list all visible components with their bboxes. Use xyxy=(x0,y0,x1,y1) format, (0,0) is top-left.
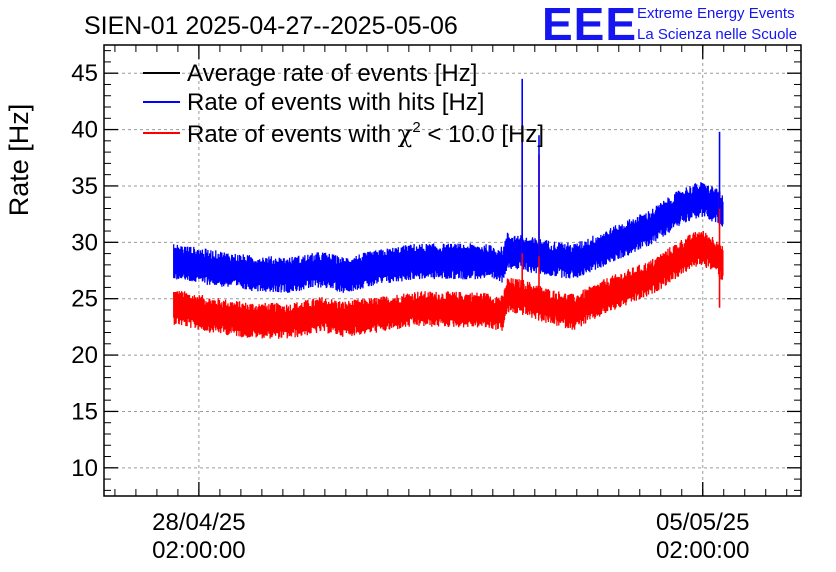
x-tick-label-time-1: 02:00:00 xyxy=(656,537,749,564)
y-tick-label-35: 35 xyxy=(71,173,98,200)
y-tick-label-45: 45 xyxy=(71,60,98,87)
y-axis-label: Rate [Hz] xyxy=(4,104,34,217)
plot-frame xyxy=(103,44,802,497)
logo-line-1: Extreme Energy Events xyxy=(637,5,795,22)
x-tick-label-date-0: 28/04/25 xyxy=(152,509,245,536)
series-layer xyxy=(173,182,724,339)
chart-title: SIEN-01 2025-04-27--2025-05-06 xyxy=(84,12,458,40)
x-tick-label-date-1: 05/05/25 xyxy=(656,509,749,536)
y-tick-label-15: 15 xyxy=(71,398,98,425)
y-tick-label-20: 20 xyxy=(71,342,98,369)
spike-layer xyxy=(521,78,721,308)
y-tick-label-25: 25 xyxy=(71,286,98,313)
axis-ticks xyxy=(104,45,801,496)
series-line-1 xyxy=(173,182,724,294)
legend-label-hits: Rate of events with hits [Hz] xyxy=(187,89,484,116)
y-tick-labels: 10 15 20 25 30 35 40 45 xyxy=(71,60,98,482)
y-tick-label-40: 40 xyxy=(71,117,98,144)
x-tick-label-time-0: 02:00:00 xyxy=(152,537,245,564)
series-line-2 xyxy=(173,230,724,339)
legend: Average rate of events [Hz] Rate of even… xyxy=(143,60,544,148)
legend-label-chi2: Rate of events with χ2 < 10.0 [Hz] xyxy=(187,119,544,148)
y-tick-label-10: 10 xyxy=(71,455,98,482)
eee-logo: EEE Extreme Energy Events La Scienza nel… xyxy=(542,0,797,50)
legend-label-average: Average rate of events [Hz] xyxy=(187,60,477,87)
logo-line-2: La Scienza nelle Scuole xyxy=(637,26,797,43)
y-tick-label-30: 30 xyxy=(71,229,98,256)
logo-mark: EEE xyxy=(542,0,637,50)
